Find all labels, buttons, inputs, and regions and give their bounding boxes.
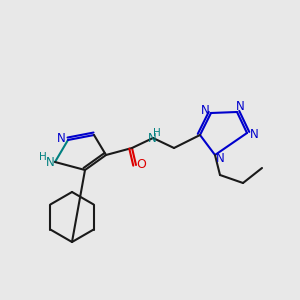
Text: N: N [46,157,54,169]
Text: N: N [236,100,244,112]
Text: H: H [153,128,161,138]
Text: N: N [201,104,209,118]
Text: N: N [57,131,65,145]
Text: H: H [39,152,47,162]
Text: N: N [148,133,156,146]
Text: N: N [216,152,224,164]
Text: N: N [250,128,258,140]
Text: O: O [136,158,146,170]
